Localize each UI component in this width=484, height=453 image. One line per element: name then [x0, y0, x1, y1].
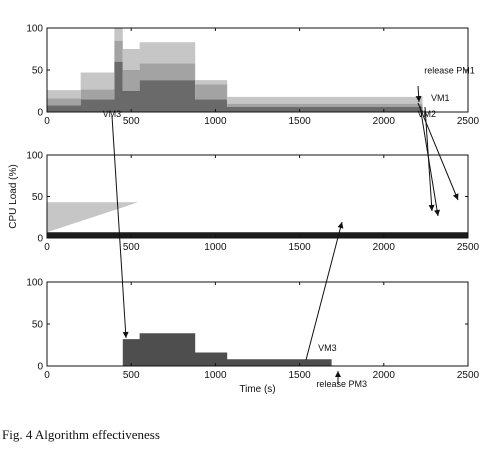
panel-1-xtick-label: 2500 — [457, 116, 480, 127]
panel-1-ytick-label: 100 — [26, 24, 43, 35]
panel-2-xtick-label: 1000 — [204, 242, 227, 253]
panel-3-ytick-label: 0 — [37, 362, 43, 373]
migration-arrow-head — [428, 204, 435, 211]
panel-1-ytick-label: 0 — [37, 108, 43, 119]
panel-1-annotation: VM2 — [417, 109, 436, 119]
panel-2-xtick-label: 2000 — [373, 242, 396, 253]
migration-arrow-line — [417, 102, 459, 201]
panel-3-x-axis-label: Time (s) — [239, 384, 275, 395]
panel-3-plot-area — [47, 282, 468, 366]
panel-1-xtick-label: 2000 — [373, 116, 396, 127]
panel-3-ytick-label: 50 — [32, 320, 44, 331]
migration-arrow-head — [434, 209, 440, 216]
panel-1-series-1-area — [47, 61, 423, 112]
panel-2-ytick-label: 50 — [32, 192, 44, 203]
panel-1-ytick-label: 50 — [32, 66, 44, 77]
panel-2-xtick-label: 0 — [44, 242, 50, 253]
panel-2-series-4-area — [47, 202, 138, 233]
panel-1-annotation: release PM1 — [424, 65, 475, 75]
panel-2-y-axis-label: CPU Load (%) — [8, 164, 19, 228]
migration-arrow-head — [337, 222, 344, 229]
migration-arrow-line — [305, 221, 343, 361]
panel-3-xtick-label: 2500 — [457, 370, 480, 381]
panel-2-xtick-label: 1500 — [288, 242, 311, 253]
migration-arrow-head — [335, 371, 341, 377]
panel-2-ytick-label: 0 — [37, 234, 43, 245]
panel-2-xtick-label: 2500 — [457, 242, 480, 253]
panel-1-xtick-label: 500 — [123, 116, 140, 127]
panel-3-xtick-label: 2000 — [373, 370, 396, 381]
panel-3-xtick-label: 500 — [123, 370, 140, 381]
panel-1-xtick-label: 0 — [44, 116, 50, 127]
panel-3-xtick-label: 1500 — [288, 370, 311, 381]
panel-3-series-1-area — [47, 333, 468, 366]
migration-arrow-head — [415, 95, 422, 102]
panel-1-annotation: VM3 — [103, 109, 122, 119]
panel-2-xtick-label: 500 — [123, 242, 140, 253]
migration-arrow-line — [111, 115, 127, 339]
panel-1-annotation: VM1 — [431, 93, 450, 103]
migration-arrow-head — [452, 193, 459, 200]
panel-3-annotation: VM3 — [318, 343, 337, 353]
panel-1-xtick-label: 1500 — [288, 116, 311, 127]
panel-2-series-1-area — [47, 232, 468, 238]
panel-3-xtick-label: 1000 — [204, 370, 227, 381]
panel-1-xtick-label: 1000 — [204, 116, 227, 127]
migration-arrow-line — [424, 106, 433, 212]
panel-3-annotation: release PM3 — [316, 379, 367, 389]
panel-3-ytick-label: 100 — [26, 278, 43, 289]
panel-1-series-3-area — [47, 28, 423, 104]
panel-3-xtick-label: 0 — [44, 370, 50, 381]
panel-2-ytick-label: 100 — [26, 151, 43, 162]
migration-arrow-head — [122, 331, 129, 338]
panel-2-plot-area — [47, 155, 468, 238]
figure-caption: Fig. 4 Algorithm effectiveness — [2, 427, 160, 442]
